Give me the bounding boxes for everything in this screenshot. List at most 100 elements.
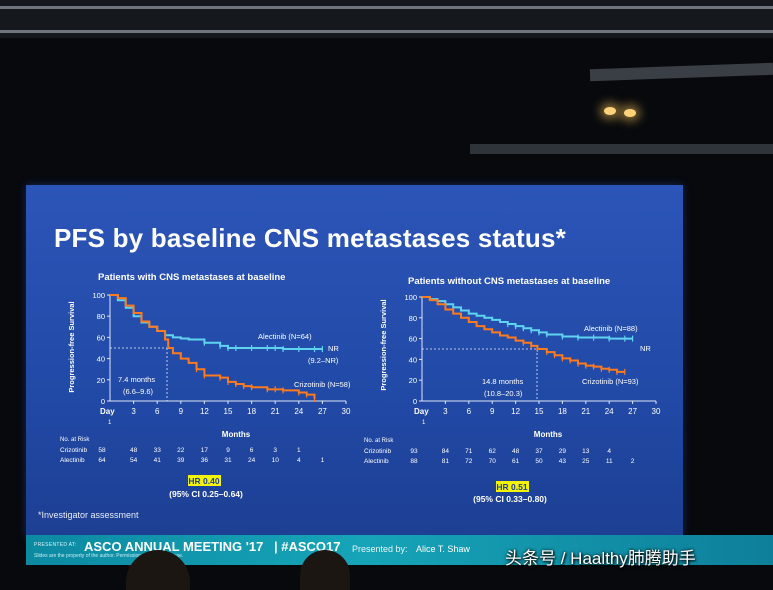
right-x-tick-label: 21 xyxy=(581,407,590,416)
left-y-tick-label: 20 xyxy=(97,376,105,385)
presenter-name: Alice T. Shaw xyxy=(416,544,470,554)
right-y-tick-label: 60 xyxy=(409,335,417,344)
ceiling-truss xyxy=(0,0,773,38)
left-risk-value: 54 xyxy=(130,457,138,464)
right-risk-row-name: Alectinib xyxy=(364,458,389,465)
left-panel-title: Patients with CNS metastases at baseline xyxy=(98,272,285,283)
left-risk-value: 64 xyxy=(98,457,106,464)
right-risk-header: No. at Risk xyxy=(364,438,394,444)
left-risk-value: 48 xyxy=(130,447,138,454)
slide-title: PFS by baseline CNS metastases status* xyxy=(54,223,566,253)
right-x-tick-label: 6 xyxy=(467,407,472,416)
km-charts: Patients with CNS metastases at baseline… xyxy=(60,272,661,504)
left-risk-value: 58 xyxy=(98,447,106,454)
left-y-tick-label: 80 xyxy=(97,312,105,321)
left-crizotinib-label: Crizotinib (N=58) xyxy=(294,380,351,389)
left-y-axis-label: Progression-free Survival xyxy=(67,301,76,392)
watermark: 头条号 / Haalthy肺腾助手 xyxy=(505,549,696,568)
left-risk-value: 3 xyxy=(273,447,277,454)
right-x-tick-label: 15 xyxy=(535,407,544,416)
right-x-axis-label: Months xyxy=(534,430,563,439)
projection-screen: PFS by baseline CNS metastases status* P… xyxy=(26,185,683,537)
left-x-tick-label: 27 xyxy=(318,407,327,416)
left-alectinib-curve xyxy=(110,294,323,351)
left-median-text: 7.4 months xyxy=(118,375,155,384)
right-risk-value: 48 xyxy=(512,448,520,455)
left-risk-row-name: Alectinib xyxy=(60,457,85,464)
right-risk-value: 25 xyxy=(582,458,590,465)
left-day-label: Day xyxy=(100,407,115,416)
left-x-tick-label: 18 xyxy=(247,407,256,416)
right-risk-value: 70 xyxy=(489,458,497,465)
right-day-one: 1 xyxy=(422,420,426,426)
right-risk-value: 84 xyxy=(442,448,450,455)
right-y-tick-label: 20 xyxy=(409,376,417,385)
left-x-tick-label: 21 xyxy=(271,407,280,416)
right-risk-value: 43 xyxy=(559,458,567,465)
right-y-tick-label: 40 xyxy=(409,355,417,364)
left-x-tick-label: 30 xyxy=(342,407,351,416)
right-risk-value: 13 xyxy=(582,448,590,455)
right-risk-value: 29 xyxy=(559,448,567,455)
left-risk-value: 17 xyxy=(201,447,209,454)
left-risk-value: 36 xyxy=(201,457,209,464)
lighting-rig-lower xyxy=(470,144,773,154)
right-x-tick-label: 18 xyxy=(558,407,567,416)
right-y-tick-label: 0 xyxy=(413,397,417,406)
left-median-ci: (6.6–9.6) xyxy=(123,387,154,396)
left-risk-value: 4 xyxy=(297,457,301,464)
presented-at-label: PRESENTED AT: xyxy=(34,542,77,548)
right-x-tick-label: 30 xyxy=(652,407,661,416)
right-y-tick-label: 80 xyxy=(409,314,417,323)
left-x-tick-label: 6 xyxy=(155,407,160,416)
right-risk-row-name: Crizotinib xyxy=(364,448,391,455)
left-risk-value: 41 xyxy=(154,457,162,464)
left-hr-highlight xyxy=(188,475,221,486)
right-panel: Patients without CNS metastases at basel… xyxy=(364,276,661,504)
right-risk-value: 61 xyxy=(512,458,520,465)
right-x-tick-label: 24 xyxy=(605,407,614,416)
left-risk-header: No. at Risk xyxy=(60,437,90,443)
left-day-one: 1 xyxy=(108,420,112,426)
right-x-tick-label: 9 xyxy=(490,407,495,416)
left-x-tick-label: 3 xyxy=(131,407,136,416)
left-risk-value: 1 xyxy=(297,447,301,454)
right-alectinib-median: NR xyxy=(640,344,651,353)
right-y-tick-label: 100 xyxy=(404,293,417,302)
right-crizotinib-label: Crizotinib (N=93) xyxy=(582,377,639,386)
left-risk-value: 9 xyxy=(226,447,230,454)
left-x-tick-label: 9 xyxy=(179,407,184,416)
left-risk-value: 1 xyxy=(321,457,325,464)
slides-note: Slides are the property of the author. P… xyxy=(34,553,184,559)
right-risk-value: 93 xyxy=(410,448,418,455)
left-crizotinib-curve xyxy=(110,294,316,399)
left-risk-row-name: Crizotinib xyxy=(60,447,87,454)
right-risk-value: 2 xyxy=(631,458,635,465)
left-alectinib-ci: (9.2–NR) xyxy=(308,356,339,365)
left-risk-value: 33 xyxy=(154,447,162,454)
right-risk-value: 72 xyxy=(465,458,473,465)
left-hr: HR 0.40 xyxy=(188,476,219,486)
right-ci: (95% CI 0.33–0.80) xyxy=(473,494,547,504)
left-y-tick-label: 60 xyxy=(97,333,105,342)
lighting-rig xyxy=(589,62,773,82)
right-median-text: 14.8 months xyxy=(482,377,524,386)
left-x-axis-label: Months xyxy=(222,430,251,439)
right-risk-value: 62 xyxy=(489,448,497,455)
right-median-ci: (10.8–20.3) xyxy=(484,389,523,398)
left-ci: (95% CI 0.25–0.64) xyxy=(169,489,243,499)
truss-rail-bottom xyxy=(0,30,773,33)
left-risk-value: 22 xyxy=(177,447,185,454)
right-risk-value: 11 xyxy=(606,458,613,465)
left-risk-value: 24 xyxy=(248,457,256,464)
right-panel-title: Patients without CNS metastases at basel… xyxy=(408,276,610,287)
right-hr-highlight xyxy=(496,481,529,492)
truss-rail-top xyxy=(0,6,773,9)
stage-light xyxy=(624,109,636,117)
left-y-tick-label: 40 xyxy=(97,355,105,364)
left-risk-value: 31 xyxy=(224,457,232,464)
slide-footnote: *Investigator assessment xyxy=(38,510,139,520)
left-risk-value: 39 xyxy=(177,457,185,464)
left-x-tick-label: 12 xyxy=(200,407,209,416)
right-risk-value: 81 xyxy=(442,458,450,465)
